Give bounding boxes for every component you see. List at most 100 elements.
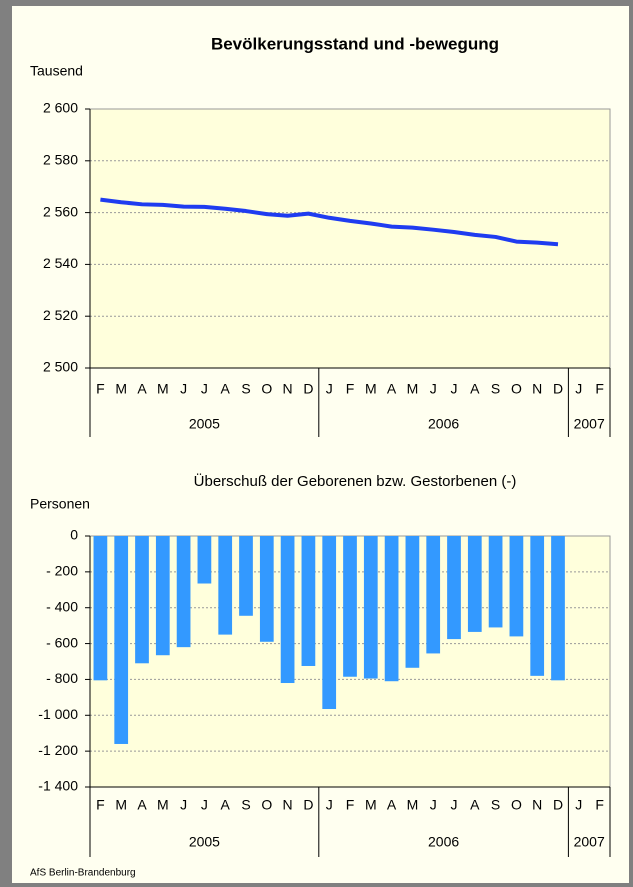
x-tick-label: M <box>115 797 127 813</box>
bar <box>384 536 399 682</box>
bar <box>467 536 482 632</box>
x-tick-label: D <box>303 797 313 813</box>
x-tick-label: S <box>491 381 500 397</box>
y-tick-label: 2 600 <box>43 100 78 116</box>
bar <box>509 536 524 637</box>
x-tick-label: F <box>595 797 604 813</box>
x-group-label: 2006 <box>428 416 459 432</box>
y-tick-label: -1 000 <box>38 706 78 722</box>
bar <box>488 536 503 628</box>
y-tick-label: - 200 <box>46 563 78 579</box>
bar <box>301 536 316 666</box>
x-tick-label: O <box>511 381 522 397</box>
x-tick-label: A <box>470 797 480 813</box>
y-tick-label: -1 200 <box>38 742 78 758</box>
x-group-label: 2005 <box>189 834 220 850</box>
x-tick-label: O <box>261 381 272 397</box>
plot-area <box>89 108 611 369</box>
x-tick-label: A <box>221 797 231 813</box>
x-tick-label: J <box>575 381 582 397</box>
y-tick-label: 2 560 <box>43 203 78 219</box>
x-tick-label: J <box>451 381 458 397</box>
bar <box>426 536 441 654</box>
bar <box>405 536 420 668</box>
y-tick-label: 2 520 <box>43 307 78 323</box>
x-group-label: 2007 <box>574 416 605 432</box>
x-tick-label: F <box>346 797 355 813</box>
x-group-label: 2005 <box>189 416 220 432</box>
bar <box>530 536 545 676</box>
bar <box>447 536 461 640</box>
y-tick-label: - 600 <box>46 634 78 650</box>
y-tick-label: 2 580 <box>43 152 78 168</box>
x-tick-label: J <box>180 797 187 813</box>
x-tick-label: M <box>407 797 419 813</box>
x-tick-label: D <box>303 381 313 397</box>
y-tick-label: 2 500 <box>43 359 78 375</box>
x-tick-label: M <box>407 381 419 397</box>
x-tick-label: O <box>261 797 272 813</box>
y-axis-label: Personen <box>30 496 90 512</box>
line <box>100 197 559 247</box>
x-tick-label: D <box>553 381 563 397</box>
x-tick-label: A <box>387 797 397 813</box>
y-tick-label: 2 540 <box>43 255 78 271</box>
x-tick-label: J <box>451 797 458 813</box>
bar <box>93 536 108 681</box>
bar <box>114 536 129 744</box>
bar <box>363 536 378 679</box>
y-tick-label: - 400 <box>46 598 78 614</box>
x-tick-label: F <box>595 381 604 397</box>
x-tick-label: N <box>532 797 542 813</box>
x-group-label: 2007 <box>574 834 605 850</box>
x-tick-label: S <box>241 381 250 397</box>
x-tick-label: A <box>387 381 397 397</box>
x-tick-label: J <box>326 797 333 813</box>
x-tick-label: N <box>283 797 293 813</box>
y-tick-label: 0 <box>70 527 78 543</box>
footer: AfS Berlin-Brandenburg <box>30 868 136 879</box>
bar <box>343 536 357 677</box>
x-tick-label: N <box>532 381 542 397</box>
x-tick-label: J <box>201 797 208 813</box>
x-tick-label: N <box>283 381 293 397</box>
bar <box>176 536 191 648</box>
x-tick-label: F <box>96 381 105 397</box>
x-tick-label: D <box>553 797 563 813</box>
y-tick-label: - 800 <box>46 670 78 686</box>
x-tick-label: J <box>180 381 187 397</box>
x-tick-label: S <box>241 797 250 813</box>
bar <box>551 536 565 681</box>
x-tick-label: J <box>201 381 208 397</box>
x-tick-label: A <box>221 381 231 397</box>
chart-title: Überschuß der Geborenen bzw. Gestorbenen… <box>194 472 517 490</box>
x-tick-label: A <box>137 797 147 813</box>
bar <box>280 536 295 684</box>
chart-title: Bevölkerungsstand und -bewegung <box>211 34 499 53</box>
x-tick-label: M <box>365 381 377 397</box>
bar <box>135 536 149 664</box>
x-tick-label: M <box>365 797 377 813</box>
x-tick-label: F <box>346 381 355 397</box>
x-tick-label: J <box>575 797 582 813</box>
x-tick-label: M <box>157 381 169 397</box>
x-tick-label: S <box>491 797 500 813</box>
x-tick-label: O <box>511 797 522 813</box>
x-tick-label: A <box>470 381 480 397</box>
x-tick-label: M <box>115 381 127 397</box>
x-tick-label: J <box>430 381 437 397</box>
x-tick-label: J <box>430 797 437 813</box>
bar <box>322 536 337 710</box>
y-axis-label: Tausend <box>30 63 83 79</box>
bar <box>259 536 274 642</box>
x-tick-label: F <box>96 797 105 813</box>
x-tick-label: J <box>326 381 333 397</box>
bar <box>155 536 170 656</box>
bar <box>197 536 212 584</box>
bar <box>218 536 233 635</box>
x-tick-label: A <box>137 381 147 397</box>
bar <box>239 536 253 616</box>
x-tick-label: M <box>157 797 169 813</box>
y-tick-label: -1 400 <box>38 778 78 794</box>
